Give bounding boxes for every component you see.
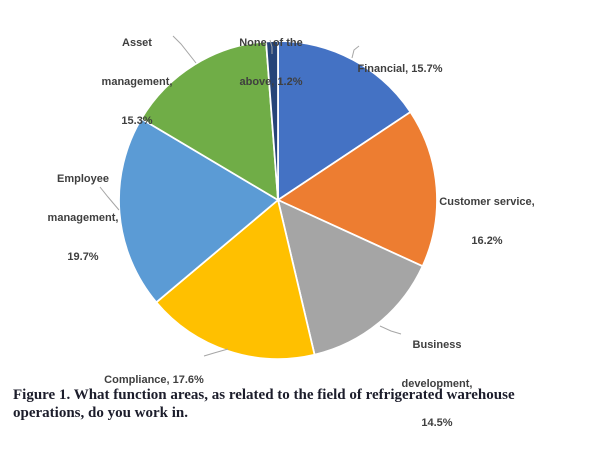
pie-label-line: above, 1.2% [239, 76, 303, 88]
pie-label-line: Employee [57, 173, 109, 185]
pie-label-line: 14.5% [421, 417, 453, 429]
figure-caption-line: operations, do you work in. [13, 405, 189, 421]
pie-chart [99, 35, 438, 360]
pie-label-line: None of the [239, 37, 303, 49]
pie-slice-employee-management [118, 117, 279, 304]
pie-label-line: 16.2% [471, 235, 503, 247]
pie-label-line: 19.7% [67, 251, 99, 263]
pie-label-line: Financial, 15.7% [357, 63, 443, 75]
pie-label-customer-service: Customer service, 16.2% [439, 170, 534, 274]
pie-label-line: Compliance, 17.6% [104, 374, 204, 386]
figure-caption-line: Figure 1. What function areas, as relate… [13, 387, 515, 403]
leader-line-none-of-the-above [269, 39, 273, 54]
leader-line-business-development [379, 325, 402, 335]
leader-line-employee-management [99, 186, 120, 211]
figure-1: Asset management, 15.3% None of the abov… [13, 11, 573, 429]
pie-slice-business-development [277, 199, 424, 356]
pie-slice-financial [277, 40, 412, 201]
leader-line-asset-management [172, 35, 197, 64]
pie-label-line: management, [101, 76, 173, 88]
pie-slice-none-of-the-above [265, 40, 279, 201]
pie-label-line: Business [412, 339, 462, 351]
pie-label-line: 15.3% [121, 115, 153, 127]
pie-slice-compliance [155, 199, 316, 360]
figure-caption: Figure 1. What function areas, as relate… [13, 386, 573, 422]
pie-label-none-of-the-above: None of the above, 1.2% [239, 11, 303, 115]
leader-line-financial [351, 45, 360, 59]
pie-label-business-development: Business development, 14.5% [402, 313, 473, 456]
leader-line-compliance [203, 348, 229, 357]
pie-label-line: management, [47, 212, 119, 224]
pie-slices [118, 40, 438, 360]
pie-label-line: Asset [122, 37, 152, 49]
pie-slice-asset-management [140, 40, 279, 201]
pie-label-financial: Financial, 15.7% [358, 37, 443, 102]
pie-slice-customer-service [277, 111, 438, 268]
pie-label-line: Customer service, [439, 196, 535, 208]
pie-label-employee-management: Employee management, 19.7% [48, 147, 119, 290]
pie-label-line: development, [401, 378, 473, 390]
pie-label-asset-management: Asset management, 15.3% [102, 11, 173, 154]
pie-label-compliance: Compliance, 17.6% [104, 348, 204, 413]
